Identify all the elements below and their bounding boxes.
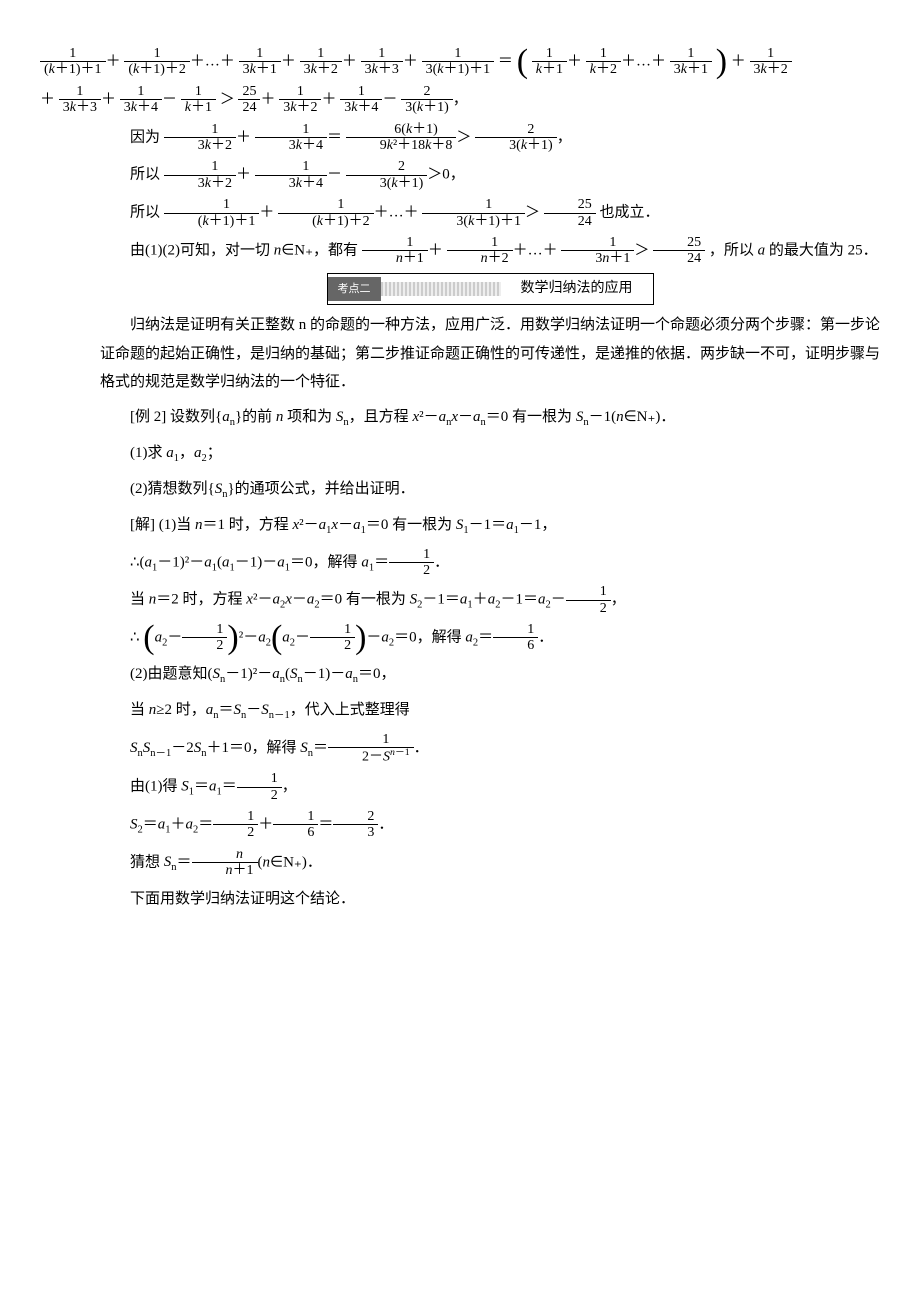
section-divider [381,282,501,296]
para1-text: 归纳法是证明有关正整数 n 的命题的一种方法，应用广泛．用数学归纳法证明一个命题… [100,317,880,390]
question-2: (2)猜想数列{Sn}的通项公式，并给出证明． [100,475,880,505]
solution-1-n2: 当 n＝2 时，方程 x²－a2x－a2＝0 有一根为 S2－1＝a1＋a2－1… [100,584,880,616]
solution-1-a1: ∴(a1－1)²－a1(a1－1)－a1＝0，解得 a1＝12． [100,547,880,579]
question-1: (1)求 a1，a2； [100,439,880,469]
section-title: 数学归纳法的应用 [501,274,653,305]
conclusion-d: 的最大值为 25． [765,242,878,258]
solution-1-a2: ∴ (a2－12)²－a2(a2－12)－a2＝0，解得 a2＝16． [100,622,880,654]
conclusion-12: 由(1)(2)可知，对一切 n∈N₊，都有 1n＋1＋ 1n＋2＋…＋ 13n＋… [100,235,880,267]
equals: ＝ [498,53,513,69]
equation-induction-step-2: ＋ 13k＋3＋ 13k＋4－ 1k＋1 ＞ 2524＋ 13k＋2＋ 13k＋… [40,84,880,116]
s2-calc: S2＝a1＋a2＝12＋16＝23． [100,809,880,841]
because-label: 因为 [130,129,160,145]
by-1-s1: 由(1)得 S1＝a1＝12， [100,771,880,803]
plus: ＋ [40,91,55,107]
section-header: 考点二 数学归纳法的应用 [100,273,880,306]
because-line: 因为 13k＋2＋ 13k＋4＝ 6(k＋1)9k²＋18k＋8＞ 23(k＋1… [100,122,880,154]
proof-intro: 下面用数学归纳法证明这个结论． [100,885,880,914]
proof-intro-text: 下面用数学归纳法证明这个结论． [130,891,355,907]
so-line-2: 所以 1(k＋1)＋1＋ 1(k＋1)＋2＋…＋ 13(k＋1)＋1＞ 2524… [100,197,880,229]
so2-tail: 也成立． [600,204,660,220]
conclusion-c: ，所以 [709,242,758,258]
guess-sn: 猜想 Sn＝nn＋1(n∈N₊)． [100,847,880,879]
sn-recurrence: SnSn－1－2Sn＋1＝0，解得 Sn＝12－Sn－1． [100,732,880,765]
conclusion-b: ∈N₊，都有 [281,242,358,258]
solution-2-given: (2)由题意知(Sn－1)²－an(Sn－1)－an＝0， [100,660,880,690]
plus: ＋ [731,53,746,69]
solution-1-n1: [解] (1)当 n＝1 时，方程 x²－a1x－a1＝0 有一根为 S1－1＝… [100,511,880,541]
so-label-2: 所以 [130,204,160,220]
solution-2-nge2: 当 n≥2 时，an＝Sn－Sn－1，代入上式整理得 [100,696,880,726]
intro-paragraph: 归纳法是证明有关正整数 n 的命题的一种方法，应用广泛．用数学归纳法证明一个命题… [100,311,880,397]
equation-induction-step-1: 1(k＋1)＋1＋ 1(k＋1)＋2＋…＋ 13k＋1＋ 13k＋2＋ 13k＋… [40,46,880,78]
so-label-1: 所以 [130,167,160,183]
so-line-1: 所以 13k＋2＋ 13k＋4－ 23(k＋1)＞0， [100,159,880,191]
gt: ＞ [220,91,235,107]
conclusion-a: 由(1)(2)可知，对一切 [130,242,274,258]
example-2-intro: [例 2] 设数列{an}的前 n 项和为 Sn，且方程 x²－anx－an＝0… [100,403,880,433]
section-tag: 考点二 [328,277,381,302]
